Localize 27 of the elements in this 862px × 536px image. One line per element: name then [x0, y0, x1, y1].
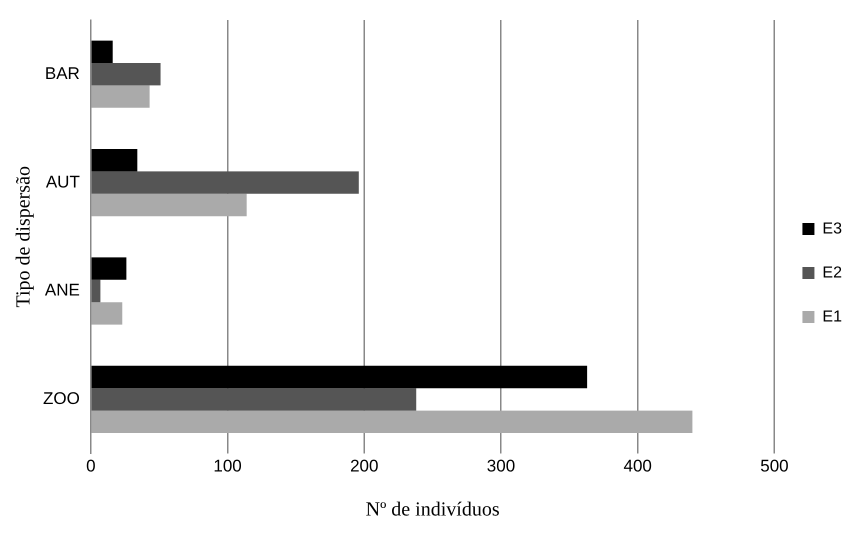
x-tick-label: 0	[86, 456, 96, 476]
bar	[92, 148, 138, 172]
x-axis-title: Nº de indivíduos	[366, 498, 500, 520]
y-tick-label: AUT	[46, 172, 80, 192]
bar	[92, 280, 100, 302]
bar	[92, 63, 161, 86]
bar	[92, 257, 126, 280]
bar	[92, 388, 416, 411]
x-tick-label: 300	[486, 456, 516, 476]
bar	[92, 302, 122, 325]
bar	[92, 85, 150, 108]
bar	[92, 366, 588, 388]
y-tick-label: ANE	[44, 280, 80, 300]
bar	[92, 194, 247, 216]
legend-label: E3	[822, 220, 842, 238]
x-tick-label: 500	[760, 456, 789, 476]
bar	[92, 410, 692, 434]
legend-label: E2	[822, 264, 842, 282]
y-tick-label: BAR	[44, 64, 80, 83]
x-tick-label: 200	[350, 456, 378, 476]
y-tick-label: ZOO	[42, 389, 80, 408]
y-axis-title: Tipo de dispersão	[12, 166, 34, 308]
x-tick-label: 100	[213, 456, 242, 476]
bar	[92, 40, 113, 63]
bar	[92, 171, 359, 194]
x-tick-label: 400	[624, 456, 652, 476]
legend-label: E1	[822, 308, 842, 326]
